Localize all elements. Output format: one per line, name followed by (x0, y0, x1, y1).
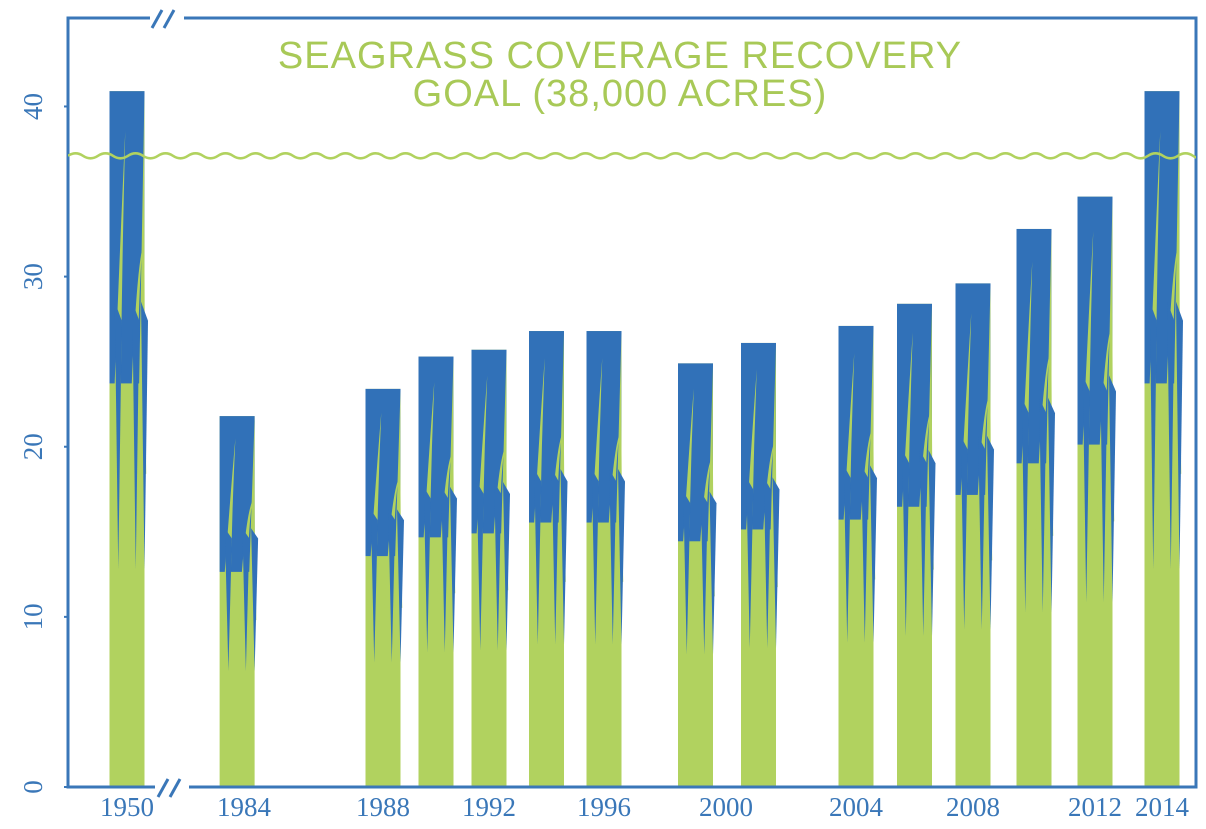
bar-top (109, 91, 145, 384)
x-tick-label: 2000 (699, 792, 753, 822)
blade (423, 486, 431, 653)
blade (530, 358, 545, 582)
blade (957, 313, 972, 561)
x-tick-label: 2008 (946, 792, 1000, 822)
blade (221, 438, 236, 621)
y-tick-label: 0 (18, 780, 48, 794)
blade (476, 482, 484, 651)
blade (224, 528, 232, 672)
blade (370, 509, 378, 663)
blade (618, 468, 625, 645)
blade (1018, 261, 1033, 536)
blade (367, 412, 382, 608)
blade (700, 491, 708, 655)
plot-area (109, 91, 1183, 787)
blade (588, 358, 603, 582)
blade (441, 486, 449, 653)
blade (551, 468, 559, 645)
blade (132, 301, 140, 570)
blade (978, 435, 986, 630)
blade (1048, 397, 1055, 613)
blade (709, 491, 717, 655)
blade (683, 491, 691, 655)
blade (420, 382, 435, 594)
blade (861, 465, 869, 643)
blade (679, 388, 694, 597)
blade (843, 465, 851, 643)
blade (388, 509, 396, 663)
blade (919, 449, 927, 637)
blade (1109, 375, 1116, 603)
x-tick-label: 1988 (356, 792, 410, 822)
bar-top (1016, 228, 1052, 464)
x-tick-label: 1992 (462, 792, 516, 822)
blade (1167, 301, 1175, 570)
blade (742, 369, 757, 588)
blade (111, 131, 126, 474)
blade (242, 528, 250, 672)
blade (928, 449, 936, 637)
blade (473, 375, 488, 591)
blade (960, 435, 968, 630)
y-tick-label: 20 (18, 433, 48, 460)
blade (898, 332, 913, 570)
blade (503, 482, 510, 651)
bar-top (955, 283, 991, 495)
x-tick-label: 2014 (1135, 792, 1190, 822)
bar-top (678, 363, 713, 542)
bar-top (471, 349, 507, 534)
blade (609, 468, 617, 645)
x-tick-label: 1950 (100, 792, 154, 822)
frame (66, 16, 1198, 789)
blade (534, 468, 542, 645)
blade (1021, 397, 1029, 613)
blade (1176, 301, 1183, 570)
blade (450, 486, 457, 653)
blade (1079, 231, 1094, 522)
blade (114, 301, 122, 570)
bar-top (418, 356, 454, 538)
blade (1082, 375, 1090, 603)
goal-line (68, 152, 1196, 160)
blade (1100, 375, 1108, 603)
blade (251, 528, 259, 672)
annotation: SEAGRASS COVERAGE RECOVERY (278, 35, 962, 77)
bar-top (838, 325, 874, 520)
blade (1149, 301, 1157, 570)
blade (1039, 397, 1047, 613)
blade (840, 353, 855, 580)
blade (560, 468, 568, 645)
blade (763, 477, 771, 649)
x-tick-label: 1984 (217, 792, 272, 822)
blade (902, 449, 910, 637)
bar-top (1077, 196, 1113, 445)
blade (870, 465, 877, 643)
y-tick-label: 30 (18, 263, 48, 290)
y-tick-label: 40 (18, 93, 48, 120)
blade (772, 477, 780, 649)
blade (746, 477, 754, 649)
bar-top (219, 416, 255, 572)
bar-top (586, 331, 622, 523)
x-tick-label: 2012 (1068, 792, 1122, 822)
y-tick-label: 10 (18, 603, 48, 630)
bar-top (897, 303, 932, 507)
bar-top (365, 388, 401, 557)
blade (494, 482, 502, 651)
blade (1146, 131, 1161, 474)
x-tick-label: 2004 (829, 792, 884, 822)
blade (141, 301, 148, 570)
x-tick-label: 1996 (577, 792, 631, 822)
blade (987, 435, 994, 630)
axis-break (150, 8, 189, 798)
blade (591, 468, 599, 645)
annotation: GOAL (38,000 ACRES) (413, 73, 828, 115)
bar-top (529, 331, 564, 523)
bar-top (741, 342, 776, 530)
bar-top (1144, 91, 1180, 384)
blade (397, 509, 404, 663)
